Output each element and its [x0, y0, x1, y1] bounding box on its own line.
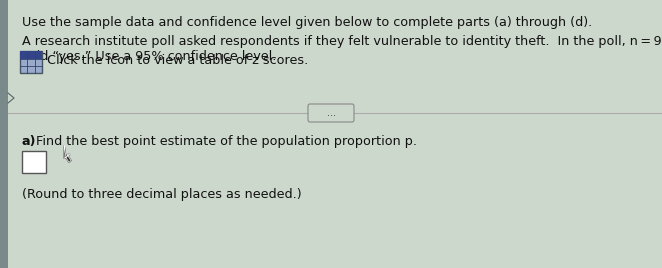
- Bar: [20, 51, 42, 59]
- Text: ...: ...: [326, 108, 336, 118]
- FancyBboxPatch shape: [308, 104, 354, 122]
- Bar: [20, 51, 42, 73]
- Text: A research institute poll asked respondents if they felt vulnerable to identity : A research institute poll asked responde…: [22, 35, 662, 48]
- Bar: [22, 151, 46, 173]
- Text: said “yes.” Use a 95% confidence level.: said “yes.” Use a 95% confidence level.: [22, 50, 276, 63]
- Text: a): a): [22, 135, 36, 148]
- Bar: [0, 0, 8, 268]
- Text: Find the best point estimate of the population proportion p.: Find the best point estimate of the popu…: [36, 135, 417, 148]
- Polygon shape: [64, 144, 71, 162]
- Text: (Round to three decimal places as needed.): (Round to three decimal places as needed…: [22, 188, 302, 201]
- Text: Use the sample data and confidence level given below to complete parts (a) throu: Use the sample data and confidence level…: [22, 16, 592, 29]
- Text: Click the icon to view a table of z scores.: Click the icon to view a table of z scor…: [47, 54, 308, 66]
